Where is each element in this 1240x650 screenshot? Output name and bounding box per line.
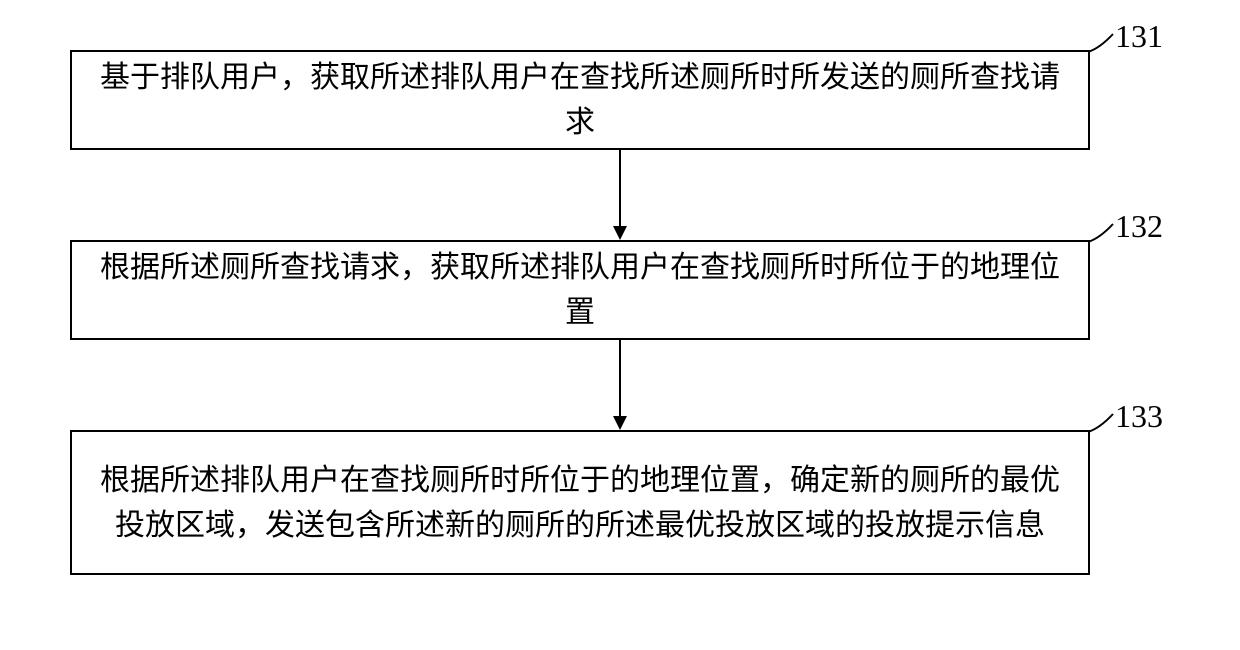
leader-line-1 bbox=[1085, 28, 1120, 58]
flow-step-1-label: 131 bbox=[1115, 18, 1163, 55]
arrow-1-to-2 bbox=[610, 150, 630, 240]
flow-step-2: 根据所述厕所查找请求，获取所述排队用户在查找厕所时所位于的地理位置 bbox=[70, 240, 1090, 340]
flow-step-3-text: 根据所述排队用户在查找厕所时所位于的地理位置，确定新的厕所的最优投放区域，发送包… bbox=[92, 458, 1068, 548]
flow-step-2-text: 根据所述厕所查找请求，获取所述排队用户在查找厕所时所位于的地理位置 bbox=[92, 245, 1068, 335]
flowchart-container: 基于排队用户，获取所述排队用户在查找所述厕所时所发送的厕所查找请求 131 根据… bbox=[0, 0, 1240, 650]
leader-line-2 bbox=[1085, 218, 1120, 248]
flow-step-2-label: 132 bbox=[1115, 208, 1163, 245]
flow-step-1-text: 基于排队用户，获取所述排队用户在查找所述厕所时所发送的厕所查找请求 bbox=[92, 55, 1068, 145]
flow-step-3: 根据所述排队用户在查找厕所时所位于的地理位置，确定新的厕所的最优投放区域，发送包… bbox=[70, 430, 1090, 575]
arrow-2-to-3 bbox=[610, 340, 630, 430]
leader-line-3 bbox=[1085, 408, 1120, 438]
flow-step-3-label: 133 bbox=[1115, 398, 1163, 435]
flow-step-1: 基于排队用户，获取所述排队用户在查找所述厕所时所发送的厕所查找请求 bbox=[70, 50, 1090, 150]
